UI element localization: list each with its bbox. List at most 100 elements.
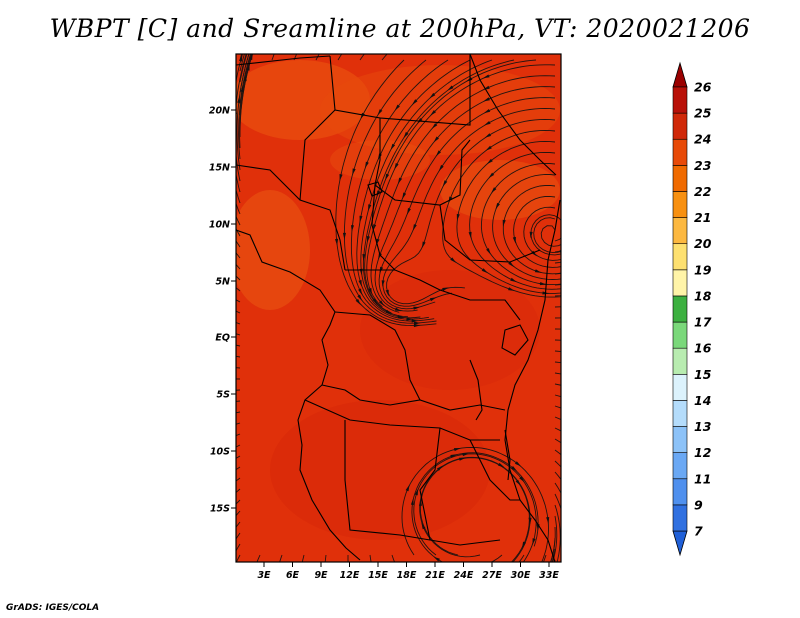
colorbar-label: 26 <box>694 80 712 95</box>
streamline <box>480 162 561 286</box>
streamline-arrow <box>358 288 363 296</box>
streamline <box>236 202 241 215</box>
colorbar-label: 23 <box>694 158 711 173</box>
streamline-arrow <box>429 297 437 302</box>
streamline-arrow <box>414 488 419 496</box>
streamline-arrow <box>397 315 405 318</box>
streamline-arrow <box>366 236 370 243</box>
lon-tick-label: 18E <box>397 570 417 581</box>
streamline-arrow <box>450 257 457 263</box>
streamline-arrow <box>519 476 525 483</box>
streamline-arrow <box>385 289 389 297</box>
lon-tick-label: 27E <box>482 570 502 581</box>
streamline-arrow <box>450 454 457 458</box>
streamline-arrow <box>352 168 356 176</box>
colorbar-box <box>672 86 688 114</box>
streamline-arrow <box>508 287 515 291</box>
streamline <box>550 537 556 562</box>
streamline-arrow <box>368 204 372 212</box>
streamline-arrow <box>385 309 392 315</box>
streamline-arrow <box>532 538 536 545</box>
colorbar-label: 11 <box>694 471 711 486</box>
streamline <box>238 54 252 160</box>
colorbar-label: 22 <box>694 184 711 199</box>
lat-tick-label: EQ <box>215 333 230 344</box>
border-line <box>379 54 471 126</box>
streamline <box>370 75 556 313</box>
streamline-arrow <box>456 213 460 221</box>
colorbar-label: 12 <box>694 445 711 460</box>
streamline-arrow <box>465 77 473 82</box>
streamline <box>239 54 253 149</box>
colorbar-label: 20 <box>694 236 712 251</box>
streamline-arrow <box>359 215 363 223</box>
streamline <box>236 510 241 517</box>
border-line <box>334 311 421 401</box>
streamline <box>301 554 305 562</box>
streamline-arrow <box>447 85 454 91</box>
streamline-arrow <box>531 250 537 257</box>
streamline <box>554 361 561 364</box>
border-line <box>236 164 346 271</box>
border-line <box>329 55 471 206</box>
streamline-arrows <box>236 54 561 562</box>
streamline-arrow <box>488 172 495 179</box>
streamline-arrow <box>342 232 346 240</box>
streamline <box>554 405 561 409</box>
streamline-arrow <box>438 164 444 172</box>
colorbar-box <box>672 400 688 427</box>
streamline <box>492 173 561 280</box>
border-line <box>236 55 331 66</box>
lon-tick-label: 12E <box>340 570 360 581</box>
streamline <box>369 554 372 562</box>
streamline <box>356 59 471 320</box>
streamline-arrow <box>546 517 550 524</box>
lon-tick-label: 33E <box>539 570 559 581</box>
streamline-arrow <box>368 287 372 295</box>
colorbar-label: 21 <box>694 210 711 225</box>
streamline <box>236 299 241 303</box>
lake-tanganyika <box>469 359 483 421</box>
streamline-arrow <box>413 324 421 328</box>
streamline <box>360 59 493 319</box>
streamline <box>382 108 556 307</box>
streamline <box>337 54 343 61</box>
streamline <box>374 86 556 312</box>
streamline <box>554 295 561 297</box>
streamline <box>236 466 241 471</box>
lon-tick-label: 9E <box>314 570 328 581</box>
colorbar: 7 9 11 12 13 14 15 16 17 18 19 20 21 22 23 24 25 26 <box>672 61 712 557</box>
streamlines <box>236 54 561 562</box>
colorbar-label: 16 <box>694 341 712 356</box>
streamline <box>236 411 241 414</box>
streamline <box>236 543 241 552</box>
streamline <box>554 272 561 275</box>
streamline-arrow <box>335 238 339 246</box>
streamline <box>554 438 561 444</box>
streamline-arrow <box>377 109 383 116</box>
lon-tick-label: 21E <box>425 570 445 581</box>
chart-title: WBPT [C] and Sreamline at 200hPa, VT: 20… <box>49 14 751 43</box>
streamline-arrow <box>484 121 491 126</box>
streamline <box>364 59 537 314</box>
streamline <box>236 367 241 369</box>
streamline <box>554 284 561 286</box>
streamline <box>554 471 561 481</box>
west-africa-coast <box>236 229 361 561</box>
streamline-arrow <box>435 150 441 157</box>
streamline-arrow <box>421 522 426 530</box>
streamline <box>236 310 241 314</box>
streamline-arrow <box>528 517 532 525</box>
streamline-arrow <box>362 254 366 261</box>
streamline <box>513 195 561 268</box>
streamline <box>366 64 556 308</box>
streamline-arrow <box>486 248 491 255</box>
streamline <box>256 554 261 562</box>
streamline-arrow <box>360 112 365 120</box>
streamline <box>236 389 241 391</box>
streamline <box>236 54 243 193</box>
streamline-arrow <box>403 131 409 139</box>
streamline <box>236 240 241 248</box>
lat-tick-label: 10S <box>210 447 230 458</box>
